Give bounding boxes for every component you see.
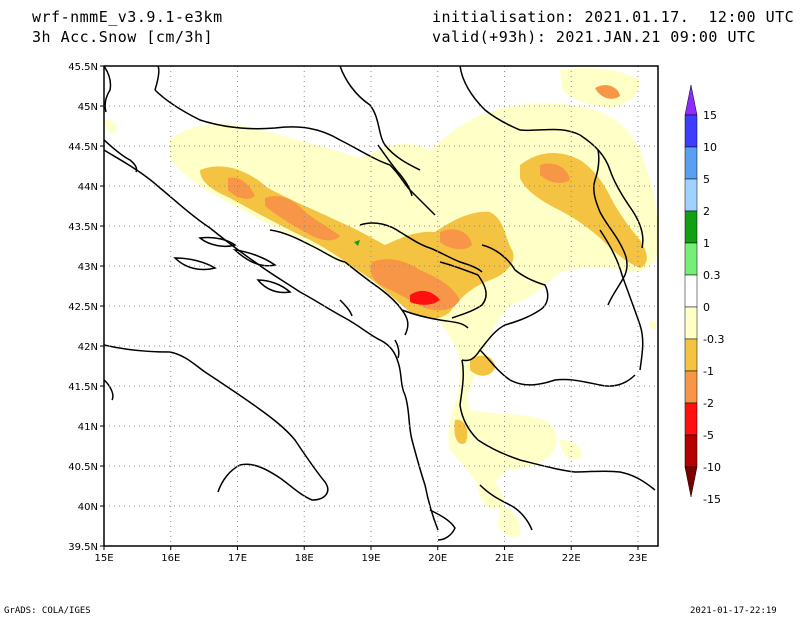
lat-labels: 45.5N 45N 44.5N 44N 43.5N 43N 42.5N 42N 41.5N 41N… <box>68 62 98 553</box>
lat-label: 44N <box>78 182 98 193</box>
colorbar-label: 0 <box>703 301 710 314</box>
colorbar-label: 2 <box>703 205 710 218</box>
colorbar-segment <box>684 146 698 180</box>
grid-lines <box>104 66 658 546</box>
colorbar-segment <box>684 338 698 372</box>
colorbar-label: 1 <box>703 237 710 250</box>
lon-label: 15E <box>94 553 113 564</box>
lat-label: 40N <box>78 502 98 513</box>
colorbar-label: 15 <box>703 109 717 122</box>
field-title: 3h Acc.Snow [cm/3h] <box>32 28 214 46</box>
lat-label: 43N <box>78 262 98 273</box>
snow-field <box>105 68 658 537</box>
lat-label: 45N <box>78 102 98 113</box>
colorbar-label: 5 <box>703 173 710 186</box>
lat-label: 43.5N <box>68 222 98 233</box>
colorbar <box>684 84 698 498</box>
colorbar-arrow-top <box>684 84 698 116</box>
lon-label: 18E <box>295 553 314 564</box>
colorbar-label: -1 <box>703 365 714 378</box>
lon-label: 17E <box>228 553 247 564</box>
snow-intense-areas <box>410 290 440 305</box>
lon-label: 19E <box>361 553 380 564</box>
lat-label: 45.5N <box>68 62 98 73</box>
coastlines-borders <box>104 66 656 541</box>
colorbar-label: -2 <box>703 397 714 410</box>
colorbar-arrow-bottom <box>684 466 698 498</box>
lat-label: 42N <box>78 342 98 353</box>
lat-label: 41N <box>78 422 98 433</box>
colorbar-segment <box>684 370 698 404</box>
colorbar-segment <box>684 274 698 308</box>
lon-label: 22E <box>562 553 581 564</box>
lon-labels: 15E 16E 17E 18E 19E 20E 21E 22E 23E <box>94 553 647 564</box>
lat-label: 39.5N <box>68 542 98 553</box>
footer-left: GrADS: COLA/IGES <box>4 606 91 616</box>
snow-green-spot <box>354 240 360 246</box>
lat-label: 42.5N <box>68 302 98 313</box>
colorbar-segment <box>684 210 698 244</box>
lat-label: 41.5N <box>68 382 98 393</box>
colorbar-segment <box>684 114 698 148</box>
footer-right: 2021-01-17-22:19 <box>690 606 777 616</box>
model-title: wrf-nmmE_v3.9.1-e3km <box>32 8 223 26</box>
valid-time: valid(+93h): 2021.JAN.21 09:00 UTC <box>432 28 757 46</box>
colorbar-segment <box>684 306 698 340</box>
init-time: initialisation: 2021.01.17. 12:00 UTC <box>432 8 795 26</box>
colorbar-label: -5 <box>703 429 714 442</box>
lon-label: 21E <box>495 553 514 564</box>
lat-label: 44.5N <box>68 142 98 153</box>
colorbar-segment <box>684 434 698 468</box>
colorbar-label: 0.3 <box>703 269 721 282</box>
colorbar-segment <box>684 242 698 276</box>
lat-label: 40.5N <box>68 462 98 473</box>
lon-label: 16E <box>161 553 180 564</box>
colorbar-label: -0.3 <box>703 333 724 346</box>
colorbar-segment <box>684 402 698 436</box>
lon-label: 23E <box>628 553 647 564</box>
colorbar-segment <box>684 178 698 212</box>
lon-label: 20E <box>428 553 447 564</box>
colorbar-label: -15 <box>703 493 721 506</box>
colorbar-label: 10 <box>703 141 717 154</box>
colorbar-labels: 15 10 5 2 1 0.3 0 -0.3 -1 -2 -5 -10 -15 <box>703 109 724 506</box>
axis-ticks <box>100 65 639 550</box>
colorbar-label: -10 <box>703 461 721 474</box>
